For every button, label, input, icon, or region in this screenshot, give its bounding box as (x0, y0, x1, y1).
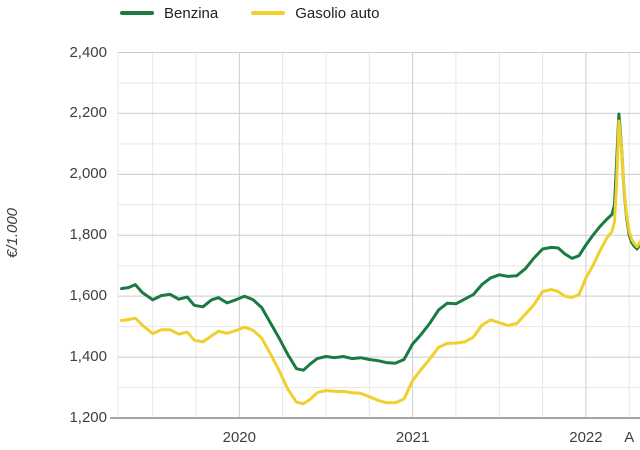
y-tick-label: 1,600 (69, 287, 107, 305)
legend-item-gasolio-auto: Gasolio auto (251, 5, 379, 22)
y-tick-label: 1,400 (69, 348, 107, 366)
gasolio-auto-line-swatch (251, 11, 286, 15)
x-tick-label: 2021 (395, 429, 430, 446)
y-tick-label: 1,200 (69, 409, 107, 426)
legend-item-benzina: Benzina (120, 5, 218, 22)
benzina-line-swatch (120, 11, 154, 15)
x-tick-label: 2020 (222, 429, 256, 446)
x-tick-label: 2022 (569, 429, 603, 446)
legend-label-gasolio-auto: Gasolio auto (295, 4, 380, 22)
benzina-line (120, 112, 640, 372)
y-tick-label: 2,400 (69, 43, 107, 61)
gasolio-auto-line (120, 119, 640, 406)
legend-label-benzina: Benzina (164, 4, 219, 22)
x-tick-label: A (624, 429, 635, 446)
y-tick-label: 2,000 (69, 165, 107, 183)
y-tick-label: 1,800 (69, 226, 107, 244)
legend: Benzina Gasolio auto (120, 3, 379, 23)
y-tick-label: 2,200 (69, 104, 107, 122)
